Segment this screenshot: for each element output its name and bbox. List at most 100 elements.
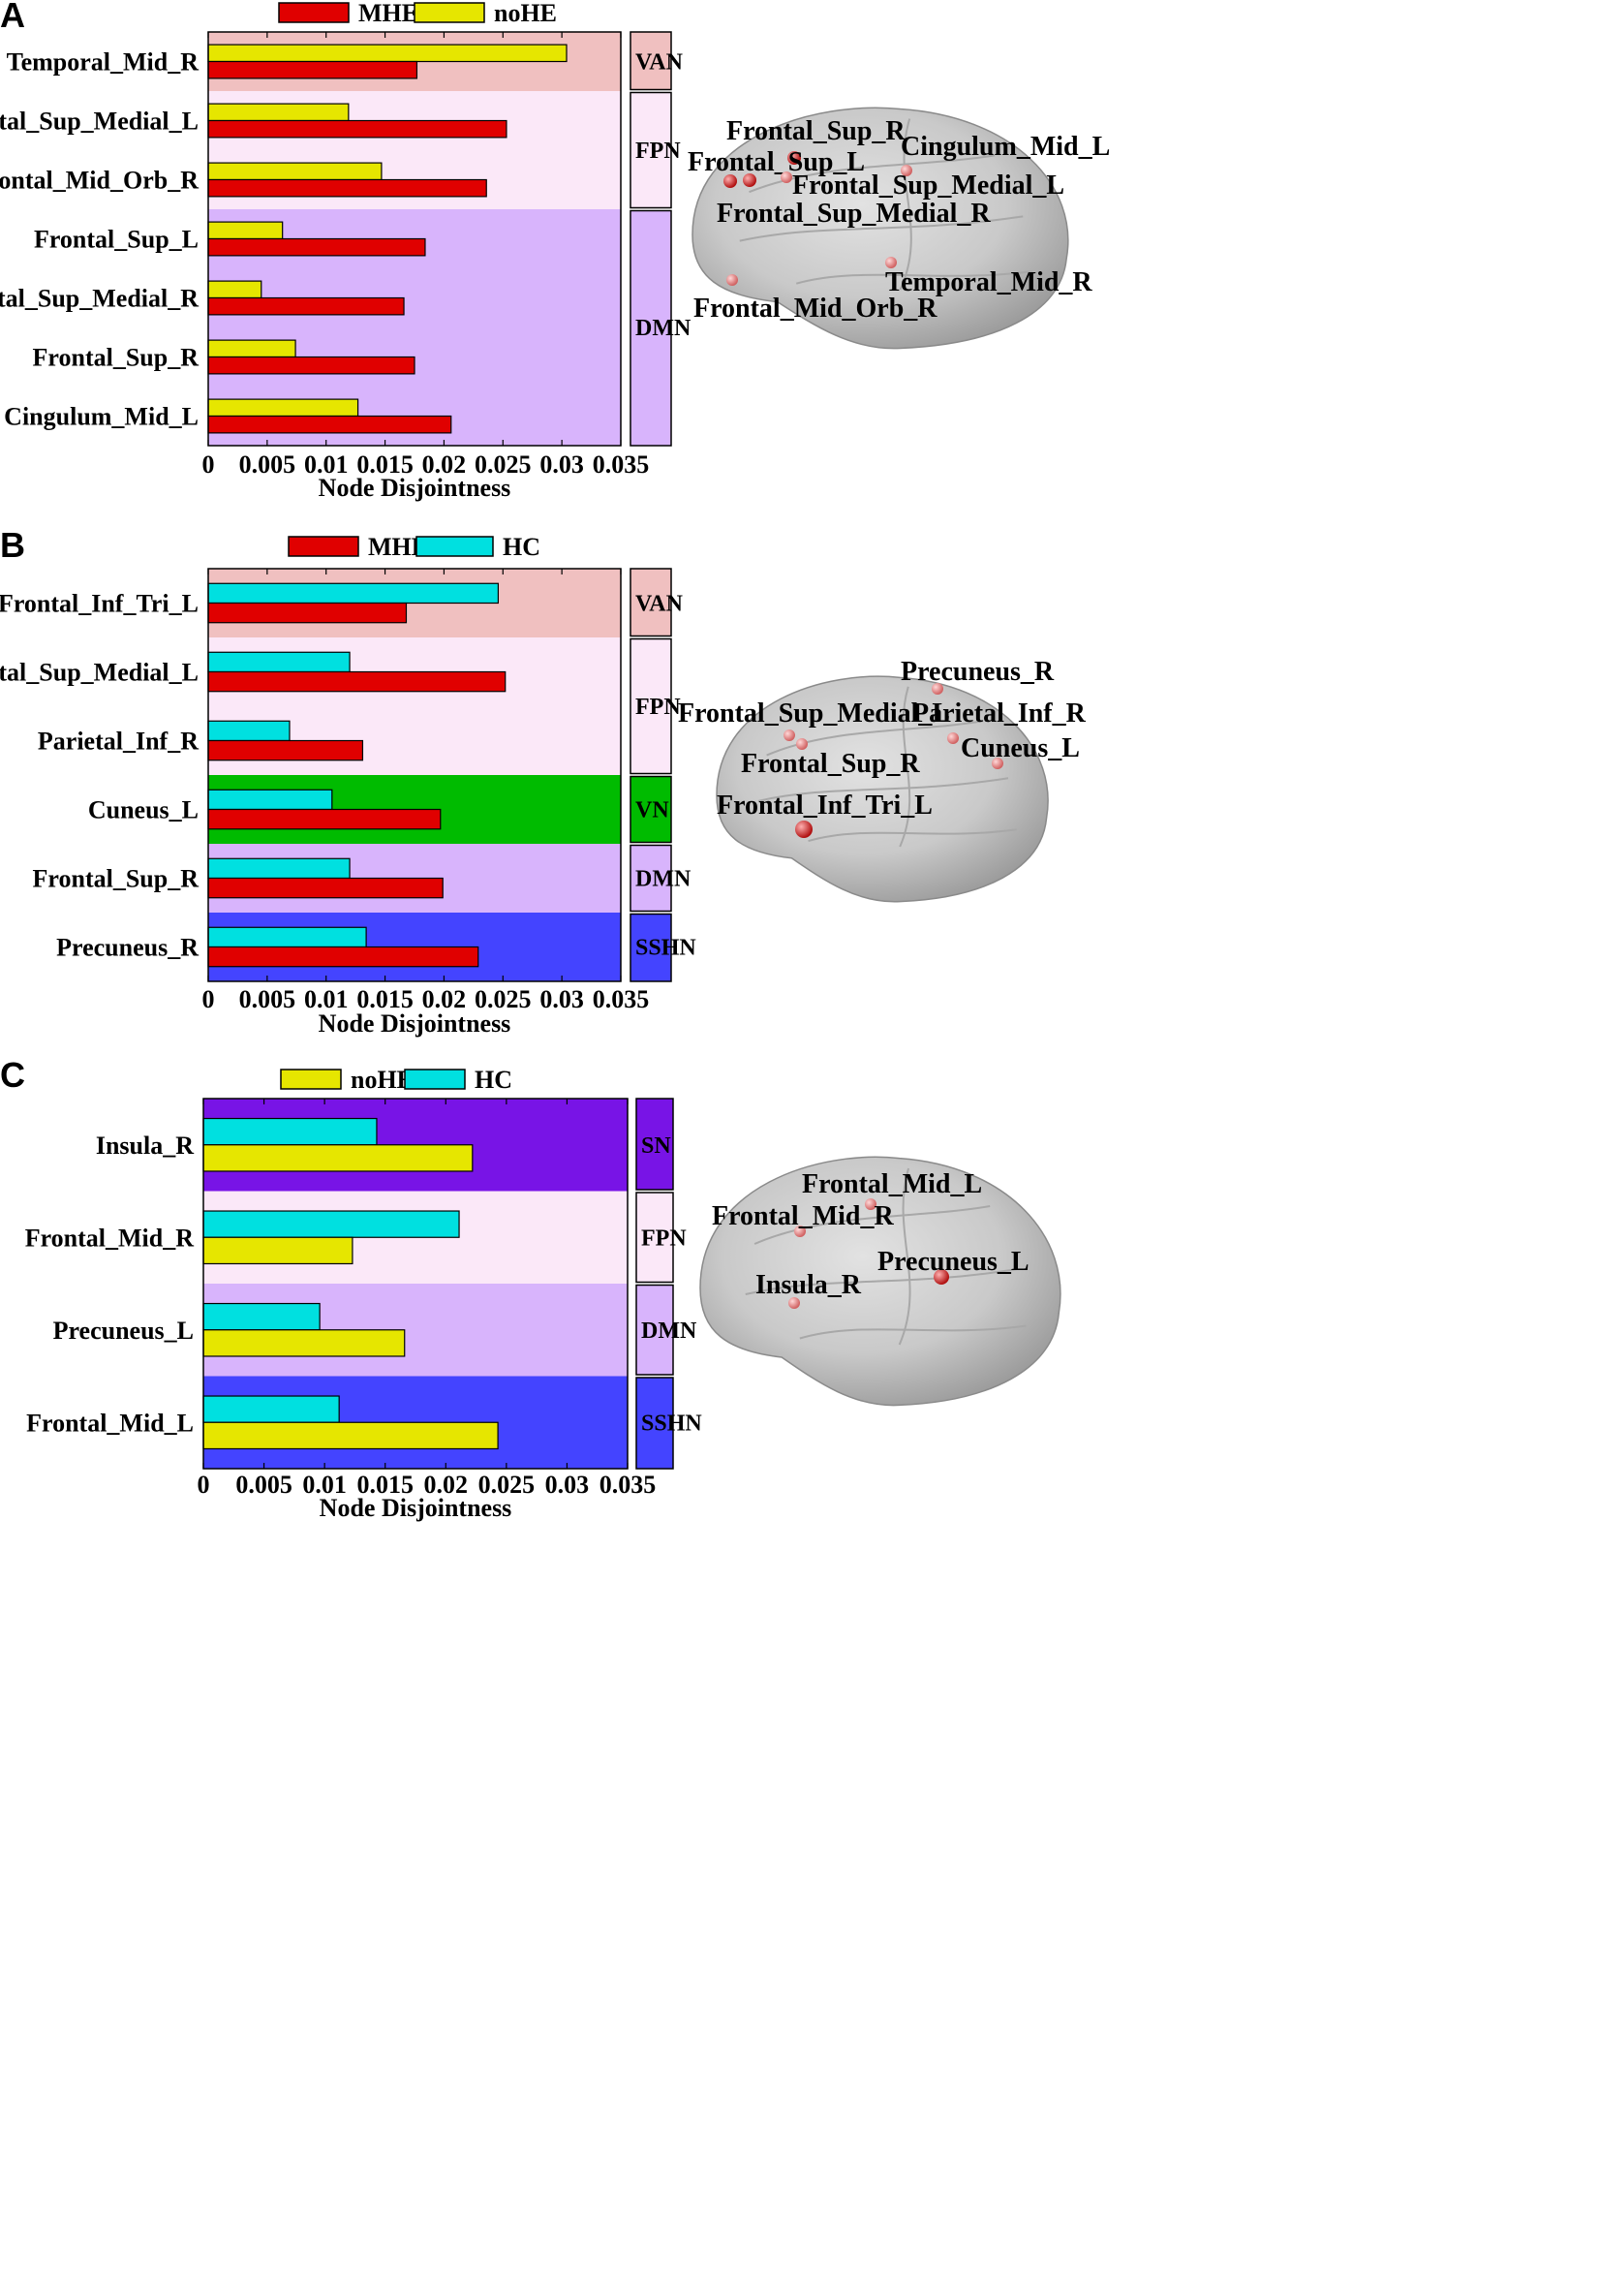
category-label-frontal_mid_r: Frontal_Mid_R — [25, 1224, 195, 1252]
brain-node-label-insula_r: Insula_R — [755, 1270, 862, 1300]
brain-node-label-frontal_sup_l: Frontal_Sup_L — [688, 147, 865, 177]
brain-node-label-frontal_mid_orb_r: Frontal_Mid_Orb_R — [693, 294, 937, 324]
brain-gyrus — [753, 1205, 991, 1245]
bar-mhe-parietal_inf_r — [207, 739, 364, 761]
bar-hc-insula_r — [202, 1117, 378, 1146]
bar-hc-frontal_mid_r — [202, 1210, 460, 1238]
network-label-van: VAN — [635, 50, 684, 76]
brain-node-cuneus_l — [992, 758, 1003, 769]
category-label-temporal_mid_r: Temporal_Mid_R — [7, 48, 200, 77]
x-tick-label: 0 — [198, 1471, 210, 1499]
brain-gyrus — [745, 1268, 1018, 1295]
network-label-dmn: DMN — [635, 867, 691, 892]
x-tick-label: 0.02 — [422, 450, 467, 479]
network-strip-fpn — [630, 637, 672, 775]
category-label-insula_r: Insula_R — [96, 1132, 194, 1160]
category-label-frontal_sup_r: Frontal_Sup_R — [33, 344, 200, 372]
x-tick-label: 0.02 — [424, 1471, 469, 1499]
x-tick-label: 0.035 — [593, 985, 650, 1013]
plot-frame — [207, 31, 622, 447]
brain-node-frontal_sup_medial_r — [723, 174, 737, 188]
bar-mhe-frontal_sup_r — [207, 356, 415, 375]
panel-letter: C — [0, 1055, 25, 1095]
x-tick-label: 0.01 — [304, 450, 349, 479]
bar-hc-frontal_mid_l — [202, 1395, 340, 1423]
network-strip-van — [630, 568, 672, 637]
brain-node-frontal_mid_r — [794, 1226, 806, 1237]
category-label-frontal_sup_l: Frontal_Sup_L — [34, 226, 199, 254]
legend-label-hc: HC — [503, 533, 540, 561]
bar-mhe-frontal_inf_tri_l — [207, 602, 408, 624]
network-label-fpn: FPN — [635, 139, 681, 164]
brain-node-label-frontal_mid_r: Frontal_Mid_R — [712, 1201, 894, 1231]
brain-gyrus — [766, 720, 984, 757]
bar-mhe-frontal_sup_medial_r — [207, 296, 405, 316]
brain-gyrus — [749, 154, 996, 194]
network-strip-sshn — [630, 913, 672, 982]
legend-label-nohe: noHE — [351, 1066, 414, 1094]
bar-mhe-frontal_sup_l — [207, 237, 426, 257]
x-tick-label: 0.015 — [356, 1471, 414, 1499]
brain-node-frontal_mid_orb_r — [726, 274, 738, 286]
x-tick-label: 0.005 — [239, 450, 296, 479]
category-label-frontal_sup_r: Frontal_Sup_R — [33, 865, 200, 893]
bar-mhe-temporal_mid_r — [207, 60, 418, 79]
x-tick-label: 0.005 — [239, 985, 296, 1013]
network-strip-sshn — [635, 1377, 674, 1470]
brain-node-insula_r — [788, 1297, 800, 1309]
category-label-frontal_inf_tri_l: Frontal_Inf_Tri_L — [0, 590, 199, 618]
brain-gyrus — [799, 1324, 1027, 1340]
x-tick-label: 0.025 — [475, 985, 532, 1013]
plot-frame — [202, 1098, 629, 1470]
network-label-fpn: FPN — [641, 1226, 687, 1251]
brain-gyrus — [898, 1167, 911, 1346]
brain-gyrus — [795, 270, 1033, 285]
brain-node-cingulum_mid_l — [901, 165, 912, 176]
network-label-vn: VN — [635, 798, 669, 823]
bar-nohe-frontal_sup_medial_r — [207, 280, 262, 299]
bar-hc-frontal_sup_r — [207, 857, 351, 880]
network-label-dmn: DMN — [641, 1319, 697, 1344]
brain-node-label-frontal_sup_medial_r: Frontal_Sup_Medial_R — [717, 199, 991, 229]
bar-hc-frontal_inf_tri_l — [207, 582, 500, 605]
bar-nohe-frontal_mid_orb_r — [207, 162, 383, 181]
x-tick-label: 0.01 — [302, 1471, 347, 1499]
network-strip-sn — [635, 1098, 674, 1191]
network-label-sshn: SSHN — [635, 936, 696, 961]
x-tick-label: 0.015 — [356, 450, 414, 479]
brain-node-label-cuneus_l: Cuneus_L — [961, 733, 1080, 763]
x-tick-label: 0 — [202, 985, 215, 1013]
brain-node-frontal_mid_l — [865, 1198, 876, 1210]
legend-swatch-mhe — [288, 536, 359, 557]
brain-node-frontal_sup_medial_l — [781, 171, 792, 183]
legend: noHE HC — [280, 1066, 512, 1094]
brain-node-frontal_sup_l — [743, 173, 756, 187]
bar-nohe-frontal_sup_medial_l — [207, 103, 350, 122]
x-tick-label: 0.03 — [539, 450, 584, 479]
bar-mhe-frontal_sup_medial_l — [207, 670, 507, 693]
category-label-parietal_inf_r: Parietal_Inf_R — [38, 728, 199, 756]
bar-mhe-precuneus_r — [207, 946, 479, 968]
legend-swatch-hc — [404, 1069, 466, 1090]
brain-node-frontal_inf_tri_l — [795, 821, 813, 838]
brain-gyrus — [899, 686, 911, 848]
brain-node-label-precuneus_l: Precuneus_L — [877, 1247, 1029, 1277]
brain-node-frontal_sup_r — [787, 151, 801, 165]
brain-node-frontal_sup_medial_l — [784, 729, 795, 741]
category-label-frontal_sup_medial_r: Frontal_Sup_Medial_R — [0, 285, 199, 313]
brain-node-label-frontal_sup_medial_l: Frontal_Sup_Medial_L — [678, 698, 950, 729]
bar-nohe-frontal_sup_l — [207, 221, 284, 240]
category-label-precuneus_r: Precuneus_R — [56, 934, 199, 962]
panel-letter: B — [0, 525, 25, 565]
brain-gyrus — [757, 777, 1009, 802]
x-axis-label: Node Disjointness — [319, 474, 511, 502]
network-strip-fpn — [630, 91, 672, 209]
brain-node-precuneus_l — [934, 1269, 949, 1285]
brain-node-temporal_mid_r — [885, 257, 897, 268]
bar-nohe-frontal_mid_r — [202, 1236, 353, 1265]
plot-frame — [207, 568, 622, 982]
